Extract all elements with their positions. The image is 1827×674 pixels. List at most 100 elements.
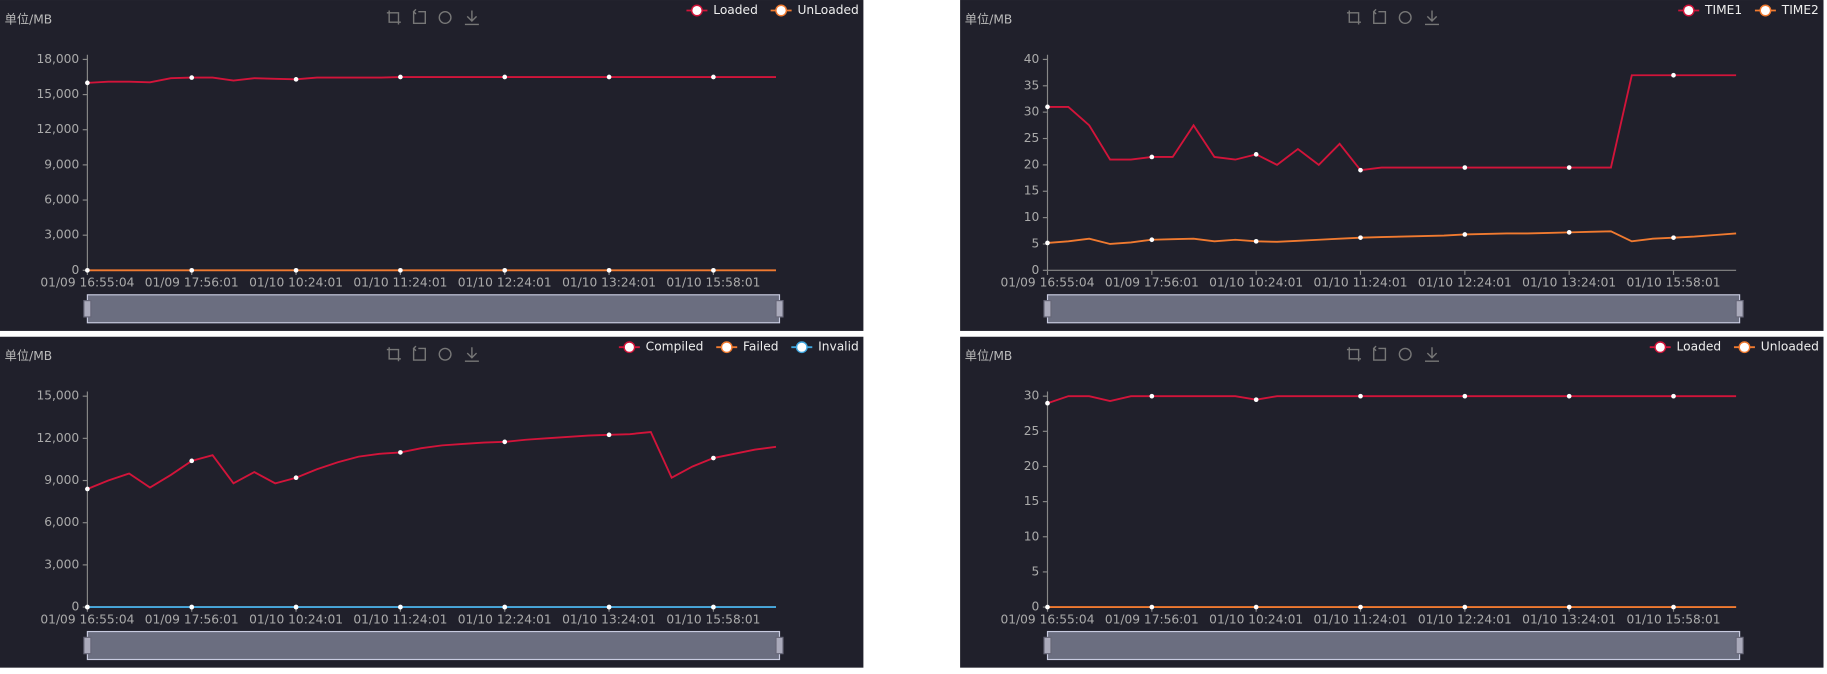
zoom-handle[interactable] [1043,300,1052,318]
x-tick-label: 01/10 10:24:01 [249,276,343,290]
legend-label[interactable]: Failed [743,340,778,354]
toolbox-icon[interactable] [386,347,401,362]
data-point [606,604,612,610]
toolbox-icon[interactable] [1425,347,1439,362]
x-tick-label: 01/10 12:24:01 [1418,276,1512,290]
data-point [1253,239,1259,244]
data-point [398,74,403,80]
data-point [1566,230,1572,235]
legend-symbol [720,341,733,354]
legend-symbol [775,4,788,17]
toolbox-icon[interactable] [1398,347,1412,361]
toolbox-icon[interactable] [438,11,452,25]
y-tick-label: 0 [1032,263,1040,277]
data-point [1045,104,1050,110]
toolbox-icon[interactable] [438,347,452,361]
x-tick-label: 01/10 15:58:01 [1627,612,1721,626]
toolbox-icon[interactable] [464,10,479,26]
y-tick-label: 20 [1024,459,1040,473]
legend-label[interactable]: Loaded [713,3,758,17]
data-point [1358,393,1363,399]
x-tick-label: 01/10 12:24:01 [458,276,552,290]
legend-label[interactable]: Loaded [1677,340,1722,354]
data-point [189,75,195,80]
legend-label[interactable]: TIME1 [1704,3,1742,17]
data-point [1671,235,1676,240]
x-tick-label: 01/09 17:56:01 [1105,276,1199,290]
toolbox-icon[interactable] [412,345,426,361]
data-point [398,604,403,610]
zoom-handle[interactable] [1043,636,1052,655]
data-point [1462,604,1468,610]
data-point [293,604,299,610]
y-tick-label: 12,000 [36,122,79,136]
y-tick-label: 40 [1024,52,1040,66]
series-line [87,76,777,84]
y-tick-label: 0 [1032,600,1040,614]
toolbox-icon[interactable] [1398,11,1412,25]
x-tick-label: 01/09 17:56:01 [145,612,239,626]
toolbox-icon[interactable] [1372,345,1387,361]
toolbox-icon[interactable] [1425,10,1439,26]
legend-label[interactable]: Invalid [818,340,859,354]
toolbox-icon[interactable] [386,10,401,25]
panel-background [960,336,1824,668]
toolbox-icon[interactable] [1346,10,1361,25]
zoom-slider[interactable] [1046,294,1741,324]
y-tick-label: 9,000 [44,473,79,487]
y-axis-label: 单位/MB [5,348,52,363]
y-tick-label: 30 [1024,105,1040,119]
icon-restore [1398,347,1412,361]
data-point [1149,237,1155,243]
icon-download [464,10,479,26]
data-point [293,77,299,82]
toolbox-icon[interactable] [464,347,479,362]
legend-label[interactable]: UnLoaded [797,3,858,17]
data-point [1358,604,1363,610]
toolbox-icon[interactable] [412,8,426,25]
data-point [85,268,90,273]
x-tick-label: 01/09 17:56:01 [145,276,239,290]
legend-label[interactable]: Compiled [646,340,704,354]
panel-background [0,336,864,668]
data-point [1462,232,1468,237]
data-point [189,268,195,273]
panel-background [0,0,864,331]
series-line [87,431,777,490]
data-point [1253,152,1259,157]
data-point [1671,393,1676,399]
x-tick-label: 01/10 11:24:01 [353,276,447,290]
data-point [502,604,508,610]
data-point [1566,393,1572,399]
zoom-handle[interactable] [1735,300,1744,318]
data-point [711,268,716,273]
data-point [1566,165,1572,170]
zoom-handle[interactable] [775,300,784,318]
legend-symbol [1682,4,1695,17]
y-tick-label: 15 [1024,494,1040,508]
legend-label[interactable]: TIME2 [1781,3,1819,17]
icon-crop [1346,347,1361,362]
toolbox-icon[interactable] [1372,8,1387,25]
data-point [1149,604,1155,610]
x-tick-label: 01/10 13:24:01 [562,612,656,626]
zoom-handle[interactable] [775,636,784,655]
zoom-handle[interactable] [83,636,92,655]
chart-panel: 单位/MB 0 3,000 6,000 9,000 12,000 15,000 18,000 0… [0,0,864,331]
zoom-slider[interactable] [86,294,781,324]
y-tick-label: 9,000 [44,157,79,171]
zoom-slider[interactable] [86,630,781,661]
data-point [1045,400,1050,406]
x-tick-label: 01/10 12:24:01 [458,612,552,626]
zoom-slider[interactable] [1046,630,1741,661]
toolbox-icon[interactable] [1346,347,1361,362]
x-tick-label: 01/10 15:58:01 [666,276,760,290]
x-tick-label: 01/09 16:55:04 [40,612,134,626]
y-tick-label: 10 [1024,210,1040,224]
data-point [606,74,612,80]
zoom-handle[interactable] [1735,636,1744,655]
zoom-handle[interactable] [83,300,92,318]
legend-label[interactable]: Unloaded [1761,340,1819,354]
x-tick-label: 01/10 11:24:01 [1314,612,1408,626]
